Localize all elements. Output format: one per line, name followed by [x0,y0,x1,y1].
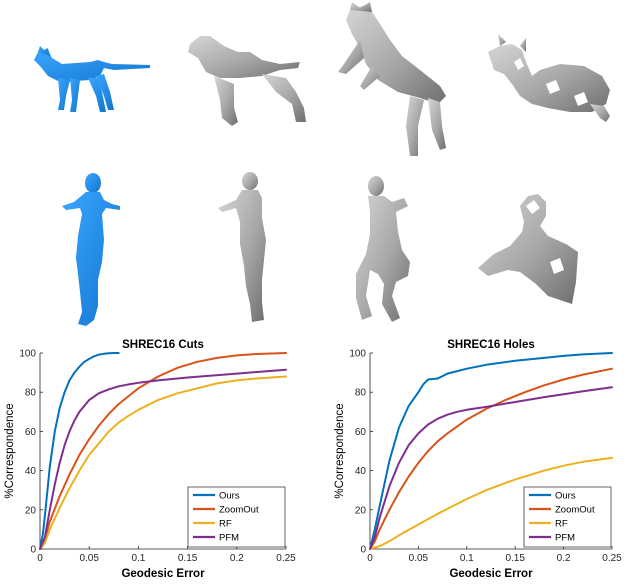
legend-label-ours: Ours [219,491,240,502]
y-tick-label: 40 [25,466,37,477]
human-crouch-icon [356,176,410,322]
x-tick-label: 0.1 [131,553,145,564]
x-tick-label: 0.25 [276,553,296,564]
x-tick-label: 0.15 [178,553,198,564]
cat-source-icon [34,46,150,112]
chart-shrec16-cuts: SHREC16 Cuts 0 20 40 60 80 100 0 0.05 0.1 0.15 0.2 0… [4,339,296,580]
y-tick-label: 80 [25,388,37,399]
y-tick-label: 40 [355,466,367,477]
legend-label-pfm: PFM [219,533,239,544]
chart-title: SHREC16 Cuts [122,339,204,351]
series-line-pfm [39,368,287,550]
series-line-rf [369,456,613,550]
x-tick-label: 0 [367,553,373,564]
legend-label-ours: Ours [555,491,576,502]
x-tick-label: 0.1 [460,553,474,564]
cat-cut-partial-icon [188,36,306,126]
legend-label-rf: RF [219,519,232,530]
mesh-row-humans [62,172,578,326]
y-tick-label: 100 [19,349,36,360]
chart-shrec16-holes: SHREC16 Holes 0 20 40 60 80 100 0 0.05 0.1 0.15 0.2… [334,339,622,580]
y-axis-label: %Correspondence [4,403,16,498]
human-cut-partial-icon [218,172,266,322]
x-axis-label: Geodesic Error [121,568,205,580]
x-tick-label: 0 [37,553,43,564]
y-tick-label: 0 [360,545,366,556]
x-tick-label: 0.15 [505,553,525,564]
x-tick-label: 0.2 [230,553,244,564]
series-line-zoomout [39,352,287,550]
y-tick-label: 20 [25,505,37,516]
x-tick-label: 0.25 [602,553,622,564]
x-tick-label: 0.2 [557,553,571,564]
human-holes-icon [478,194,578,304]
human-source-icon [62,173,120,326]
y-tick-label: 60 [355,427,367,438]
x-tick-label: 0.05 [79,553,99,564]
y-tick-label: 20 [355,505,367,516]
series-line-ours [369,352,613,550]
legend-label-pfm: PFM [555,533,575,544]
series-line-rf [39,375,287,550]
series-line-pfm [369,386,613,550]
y-tick-label: 60 [25,427,37,438]
legend-box [523,486,612,548]
legend: Ours ZoomOut RF PFM [187,486,286,548]
cat-cut-pose-icon [338,2,446,156]
series-line-zoomout [369,367,613,550]
x-tick-label: 0.05 [409,553,429,564]
mesh-row-cats [34,2,610,156]
y-axis-label: %Correspondence [334,403,346,498]
x-axis-label: Geodesic Error [449,568,533,580]
cat-holes-icon [488,34,610,122]
legend-label-zoomout: ZoomOut [219,505,259,516]
legend-label-rf: RF [555,519,568,530]
y-tick-label: 80 [355,388,367,399]
legend: Ours ZoomOut RF PFM [523,486,612,548]
chart-title: SHREC16 Holes [447,339,535,351]
y-tick-label: 0 [30,545,36,556]
legend-label-zoomout: ZoomOut [555,505,595,516]
series-line-ours [39,352,120,550]
y-tick-label: 100 [349,349,366,360]
